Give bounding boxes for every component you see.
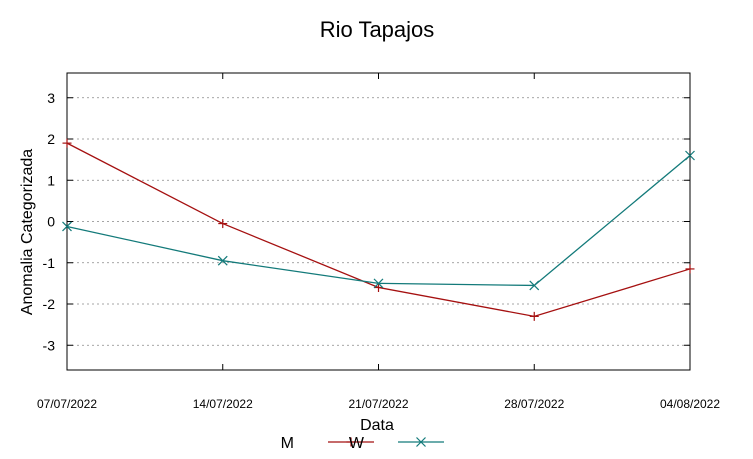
y-tick-label: 2	[47, 131, 55, 147]
marker-stroke	[685, 150, 695, 161]
marker-stroke	[217, 255, 228, 266]
data-point-m	[685, 264, 695, 274]
y-tick-label: 1	[47, 172, 55, 188]
y-tick-label: 0	[47, 214, 55, 230]
y-tick-label: -2	[43, 296, 56, 312]
x-tick-label: 14/07/2022	[193, 397, 253, 411]
legend-label-w: W	[349, 435, 365, 452]
legend-marker-w	[416, 437, 426, 447]
data-point-w	[373, 278, 384, 289]
chart-title: Rio Tapajos	[320, 17, 435, 42]
grid-lines	[67, 97, 690, 346]
x-axis: 07/07/2022 14/07/2022 21/07/2022 28/07/2022…	[37, 73, 720, 411]
y-tick-label: 3	[47, 90, 55, 106]
data-point-w	[62, 221, 72, 232]
y-axis-label: Anomalia Categorizada	[19, 149, 36, 315]
series-lines	[62, 138, 695, 321]
x-tick-label: 21/07/2022	[348, 397, 408, 411]
data-point-w	[685, 150, 695, 161]
x-tick-label: 28/07/2022	[504, 397, 564, 411]
legend-label-m: M	[281, 435, 294, 452]
x-axis-label: Data	[360, 417, 394, 434]
marker-stroke	[373, 278, 384, 289]
marker-stroke	[529, 280, 540, 291]
y-axis: -3 -2 -1 0 1 2 3	[43, 90, 690, 353]
series-line-w	[66, 155, 691, 287]
marker-stroke	[416, 437, 426, 447]
marker-stroke	[62, 221, 72, 232]
data-point-w	[217, 255, 228, 266]
x-tick-label: 04/08/2022	[660, 397, 720, 411]
data-point-m	[374, 283, 383, 292]
x-tick-label: 07/07/2022	[37, 397, 97, 411]
data-point-m	[62, 138, 72, 148]
y-tick-label: -3	[43, 337, 56, 353]
data-point-m	[218, 219, 228, 229]
y-tick-label: -1	[43, 255, 56, 271]
data-point-w	[529, 280, 540, 291]
legend-marker-m	[346, 437, 356, 447]
data-point-m	[529, 311, 539, 321]
